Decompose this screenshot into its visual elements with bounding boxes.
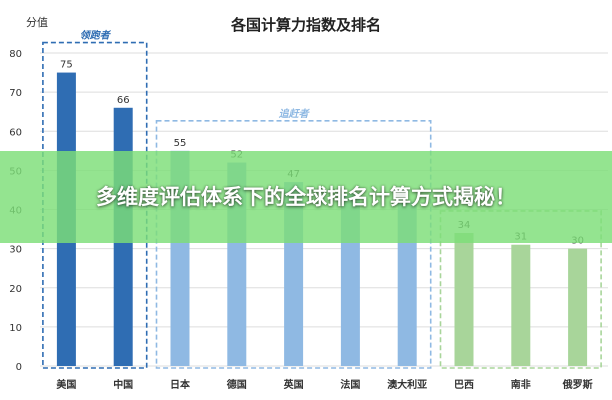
banner-headline: 多维度评估体系下的全球排名计算方式揭秘！ <box>96 185 516 209</box>
group-label: 领跑者 <box>80 30 112 42</box>
group-box <box>155 120 432 369</box>
data-label: 55 <box>174 138 187 149</box>
x-tick-label: 英国 <box>283 378 304 391</box>
y-tick-label: 20 <box>9 284 22 295</box>
group-label: 追赶者 <box>279 108 311 120</box>
y-tick-label: 0 <box>16 362 22 373</box>
bar <box>454 232 474 366</box>
x-tick-label: 澳大利亚 <box>387 378 427 391</box>
y-tick-label: 10 <box>9 323 22 334</box>
x-tick-label: 法国 <box>340 378 360 391</box>
y-tick-label: 70 <box>9 88 22 99</box>
bar <box>568 248 588 366</box>
y-tick-label: 30 <box>9 245 22 256</box>
x-tick-label: 巴西 <box>454 379 474 391</box>
data-label: 75 <box>60 60 73 71</box>
data-label: 66 <box>117 95 130 106</box>
x-tick-label: 德国 <box>226 378 247 391</box>
y-axis-label: 分值 <box>26 16 48 29</box>
x-tick-label: 南非 <box>511 378 531 391</box>
y-tick-label: 60 <box>9 127 22 138</box>
chart-title: 各国计算力指数及排名 <box>230 16 381 34</box>
overlay-banner: 多维度评估体系下的全球排名计算方式揭秘！ <box>0 151 612 243</box>
y-tick-label: 80 <box>9 49 22 60</box>
bar <box>511 244 531 366</box>
x-tick-label: 中国 <box>113 378 133 391</box>
x-tick-label: 日本 <box>170 378 191 391</box>
x-tick-label: 俄罗斯 <box>562 378 593 391</box>
x-tick-label: 美国 <box>56 378 76 391</box>
